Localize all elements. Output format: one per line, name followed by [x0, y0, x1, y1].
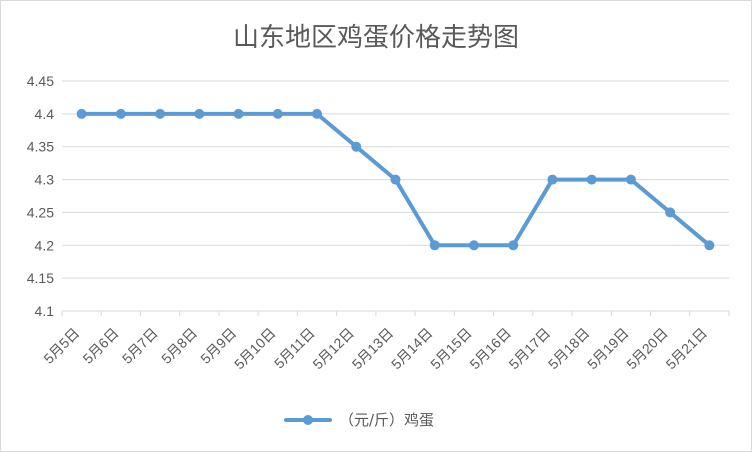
- data-point: [312, 108, 323, 119]
- x-tick-label: 5月7日: [119, 325, 161, 367]
- x-tick-label: 5月12日: [309, 325, 357, 373]
- data-point: [586, 174, 597, 185]
- x-tick-label: 5月5日: [40, 325, 82, 367]
- data-point: [155, 108, 166, 119]
- data-point: [194, 108, 205, 119]
- x-tick-label: 5月6日: [80, 325, 122, 367]
- x-tick-label: 5月11日: [271, 325, 318, 372]
- y-tick-label: 4.2: [35, 237, 55, 253]
- y-tick-label: 4.35: [27, 139, 54, 155]
- x-tick-label: 5月10日: [231, 325, 279, 373]
- x-tick-label: 5月17日: [506, 325, 554, 373]
- legend-dot-marker: [303, 415, 313, 425]
- data-point: [390, 174, 401, 185]
- x-tick-label: 5月19日: [584, 325, 632, 373]
- y-tick-label: 4.45: [27, 73, 54, 89]
- x-tick-label: 5月13日: [349, 325, 397, 373]
- data-point: [429, 240, 440, 251]
- data-point: [625, 174, 636, 185]
- x-tick-label: 5月20日: [623, 325, 671, 373]
- x-tick-label: 5月16日: [466, 325, 514, 373]
- y-tick-label: 4.25: [27, 204, 54, 220]
- x-tick-label: 5月18日: [545, 325, 593, 373]
- data-point: [351, 141, 362, 152]
- data-point: [233, 108, 244, 119]
- data-point: [665, 207, 676, 218]
- x-axis: 5月5日5月6日5月7日5月8日5月9日5月10日5月11日5月12日5月13日…: [40, 310, 730, 373]
- legend-label: （元/斤）鸡蛋: [339, 411, 434, 429]
- legend: （元/斤）鸡蛋: [284, 411, 434, 429]
- data-point: [272, 108, 283, 119]
- y-tick-label: 4.4: [35, 106, 55, 122]
- x-tick-label: 5月15日: [427, 325, 475, 373]
- data-point: [704, 240, 715, 251]
- x-tick-label: 5月21日: [663, 325, 711, 373]
- series-group: [76, 108, 715, 251]
- y-tick-label: 4.3: [35, 172, 55, 188]
- chart-title: 山东地区鸡蛋价格走势图: [233, 23, 519, 53]
- data-point: [468, 240, 479, 251]
- data-point: [547, 174, 558, 185]
- y-tick-label: 4.15: [27, 270, 54, 286]
- y-tick-label: 4.1: [35, 303, 55, 319]
- x-tick-label: 5月8日: [158, 325, 200, 367]
- data-point: [508, 240, 519, 251]
- data-point: [115, 108, 126, 119]
- y-axis: 4.1 4.15 4.2 4.25 4.3 4.35 4.4 4.45: [27, 73, 54, 319]
- data-point: [76, 108, 87, 119]
- x-tick-label: 5月14日: [388, 325, 436, 373]
